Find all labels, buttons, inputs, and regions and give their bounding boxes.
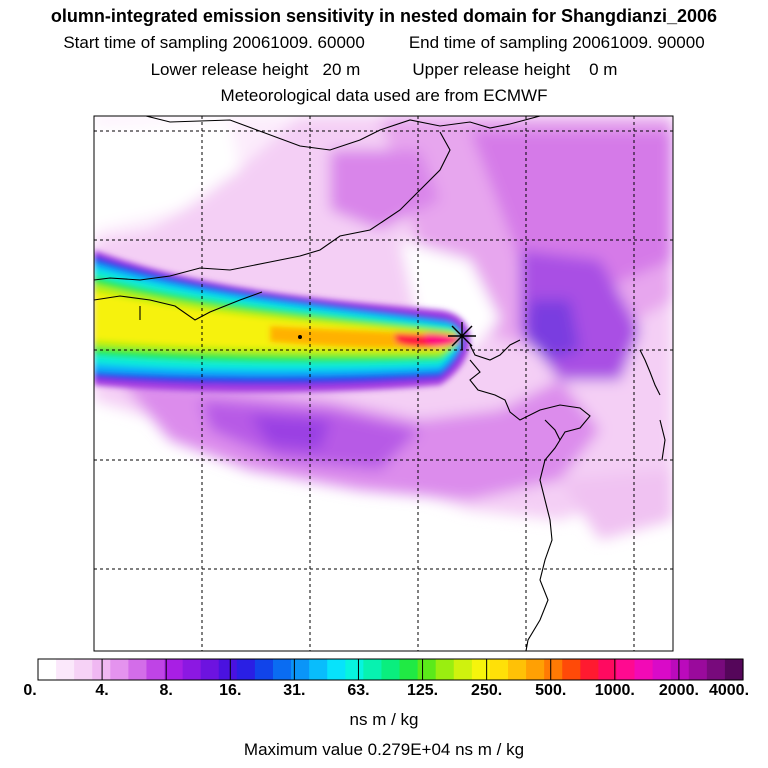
- legend-swatch: [706, 659, 726, 680]
- legend-swatch: [164, 659, 184, 680]
- legend-tick-label: 31.: [283, 682, 306, 699]
- legend-swatch: [309, 659, 328, 680]
- legend-swatch: [273, 659, 292, 680]
- legend-swatch: [544, 659, 563, 680]
- legend-tick-label: 8.: [159, 682, 173, 699]
- legend-tick-label: 4000.: [708, 682, 750, 699]
- upper-release-label: Upper release height 0 m: [412, 60, 618, 79]
- legend-tick-label: 125.: [406, 682, 439, 699]
- chart-title: olumn-integrated emission sensitivity in…: [50, 6, 718, 26]
- legend-swatch: [381, 659, 401, 680]
- legend-swatch: [508, 659, 527, 680]
- legend-tick-label: 500.: [535, 682, 567, 699]
- legend-swatch: [489, 659, 509, 680]
- legend-tick-label: 1000.: [594, 682, 635, 699]
- legend-unit: ns m / kg: [349, 710, 419, 729]
- legend-tick-label: 2000.: [658, 682, 699, 699]
- legend-swatch: [327, 659, 346, 680]
- receptor-marker: [448, 322, 476, 350]
- legend-swatch: [616, 659, 636, 680]
- sampling-times: Start time of sampling 20061009. 60000 En…: [0, 33, 768, 53]
- legend-swatch: [38, 659, 57, 680]
- legend-swatch: [182, 659, 202, 680]
- legend-swatch: [254, 659, 274, 680]
- small-marker: [298, 335, 302, 339]
- legend-swatch: [218, 659, 238, 680]
- release-heights: Lower release height 20 m Upper release h…: [0, 60, 768, 80]
- legend-tick-label: 16.: [219, 682, 242, 699]
- gridlines: [94, 116, 673, 651]
- legend-swatch: [562, 659, 581, 680]
- legend-swatch: [92, 659, 111, 680]
- legend-swatch: [598, 659, 618, 680]
- legend-swatch: [724, 659, 744, 680]
- legend-swatch: [670, 659, 690, 680]
- coastlines: [94, 116, 666, 651]
- legend-tick-label: 250.: [471, 682, 503, 699]
- legend-swatch: [291, 659, 310, 680]
- legend-frame: [37, 658, 744, 681]
- legend-tick-label: 4.: [95, 682, 109, 699]
- legend-swatch: [110, 659, 129, 680]
- legend-swatch: [399, 659, 419, 680]
- legend-swatch: [435, 659, 455, 680]
- legend-swatch: [417, 659, 437, 680]
- end-time-label: End time of sampling 20061009. 90000: [408, 33, 705, 52]
- legend-swatch: [634, 659, 654, 680]
- lower-release-label: Lower release height 20 m: [150, 60, 361, 79]
- legend-swatch: [200, 659, 220, 680]
- legend-swatch: [74, 659, 93, 680]
- legend-swatch: [580, 659, 599, 680]
- legend-swatch: [688, 659, 708, 680]
- legend-swatch: [526, 659, 545, 680]
- start-time-label: Start time of sampling 20061009. 60000: [63, 33, 365, 52]
- legend-swatch: [453, 659, 473, 680]
- legend-colorbar: [38, 659, 744, 680]
- legend-swatch: [146, 659, 166, 680]
- legend-tick-label: 63.: [347, 682, 370, 699]
- legend-swatch: [345, 659, 364, 680]
- plot-frame: [93, 115, 674, 652]
- legend-swatch: [471, 659, 491, 680]
- meteorology-label: Meteorological data used are from ECMWF: [220, 86, 548, 105]
- legend-tick-label: 0.: [23, 682, 37, 699]
- legend-swatch: [56, 659, 75, 680]
- plume: [94, 250, 470, 393]
- legend-swatch: [363, 659, 383, 680]
- plot-area: [94, 116, 673, 651]
- legend-swatch: [128, 659, 148, 680]
- max-value-label: Maximum value 0.279E+04 ns m / kg: [243, 740, 525, 759]
- legend-swatch: [236, 659, 256, 680]
- legend-swatch: [652, 659, 672, 680]
